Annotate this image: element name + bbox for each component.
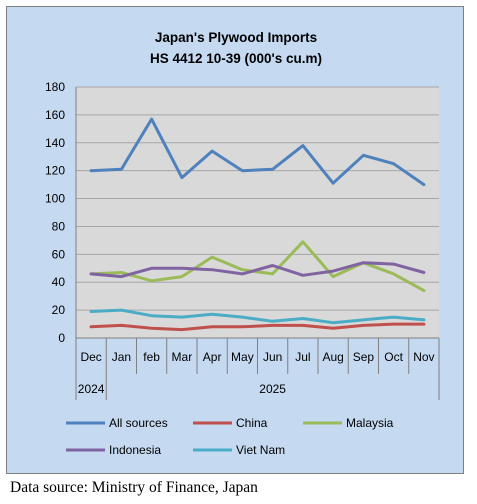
x-tick-label: Aug bbox=[322, 350, 343, 364]
legend-label-china: China bbox=[236, 416, 268, 430]
y-tick-label: 160 bbox=[45, 108, 65, 122]
legend-label-indonesia: Indonesia bbox=[109, 443, 161, 457]
y-tick-label: 140 bbox=[45, 136, 65, 150]
legend-label-viet-nam: Viet Nam bbox=[236, 443, 285, 457]
y-tick-label: 80 bbox=[52, 219, 66, 233]
series-line-china bbox=[89, 322, 426, 332]
plot-area bbox=[76, 87, 439, 338]
legend: All sources China Malaysia Indonesia Viet Na… bbox=[66, 416, 394, 457]
x-tick-label: feb bbox=[143, 350, 160, 364]
x-tick-label: Mar bbox=[172, 350, 193, 364]
y-tick-label: 40 bbox=[52, 275, 66, 289]
source-note: Data source: Ministry of Finance, Japan bbox=[10, 479, 258, 496]
x-tick-label: Jun bbox=[263, 350, 282, 364]
x-tick-label: Apr bbox=[203, 350, 222, 364]
chart-subtitle: HS 4412 10-39 (000's cu.m) bbox=[150, 51, 322, 66]
series-line-indonesia bbox=[89, 261, 426, 279]
y-tick-label: 180 bbox=[45, 80, 65, 94]
x-tick-label: Oct bbox=[384, 350, 403, 364]
y-tick-label: 0 bbox=[58, 331, 65, 345]
year-label: 2024 bbox=[78, 382, 105, 396]
series-line-all-sources bbox=[89, 117, 426, 187]
x-tick-label: Nov bbox=[413, 350, 434, 364]
x-tick-label: Jul bbox=[295, 350, 310, 364]
series-line-viet-nam bbox=[89, 308, 426, 325]
year-label: 2025 bbox=[259, 382, 286, 396]
x-tick-label: Sep bbox=[353, 350, 375, 364]
y-tick-label: 120 bbox=[45, 164, 65, 178]
series-line-malaysia bbox=[89, 240, 426, 293]
chart-title: Japan's Plywood Imports bbox=[155, 30, 317, 45]
x-tick-label: Dec bbox=[80, 350, 101, 364]
x-tick-label: May bbox=[231, 350, 254, 364]
x-tick-label: Jan bbox=[112, 350, 131, 364]
y-tick-label: 20 bbox=[52, 303, 66, 317]
legend-label-all-sources: All sources bbox=[109, 416, 168, 430]
series-lines bbox=[89, 117, 426, 332]
y-axis-ticks: 0 20 40 60 80 100 120 140 160 180 bbox=[45, 80, 65, 345]
y-tick-label: 100 bbox=[45, 192, 65, 206]
y-tick-label: 60 bbox=[52, 247, 66, 261]
legend-label-malaysia: Malaysia bbox=[346, 416, 394, 430]
x-axis: Dec Jan feb Mar Apr May Jun Jul Aug Sep Oct Nov 2024… bbox=[75, 87, 440, 400]
